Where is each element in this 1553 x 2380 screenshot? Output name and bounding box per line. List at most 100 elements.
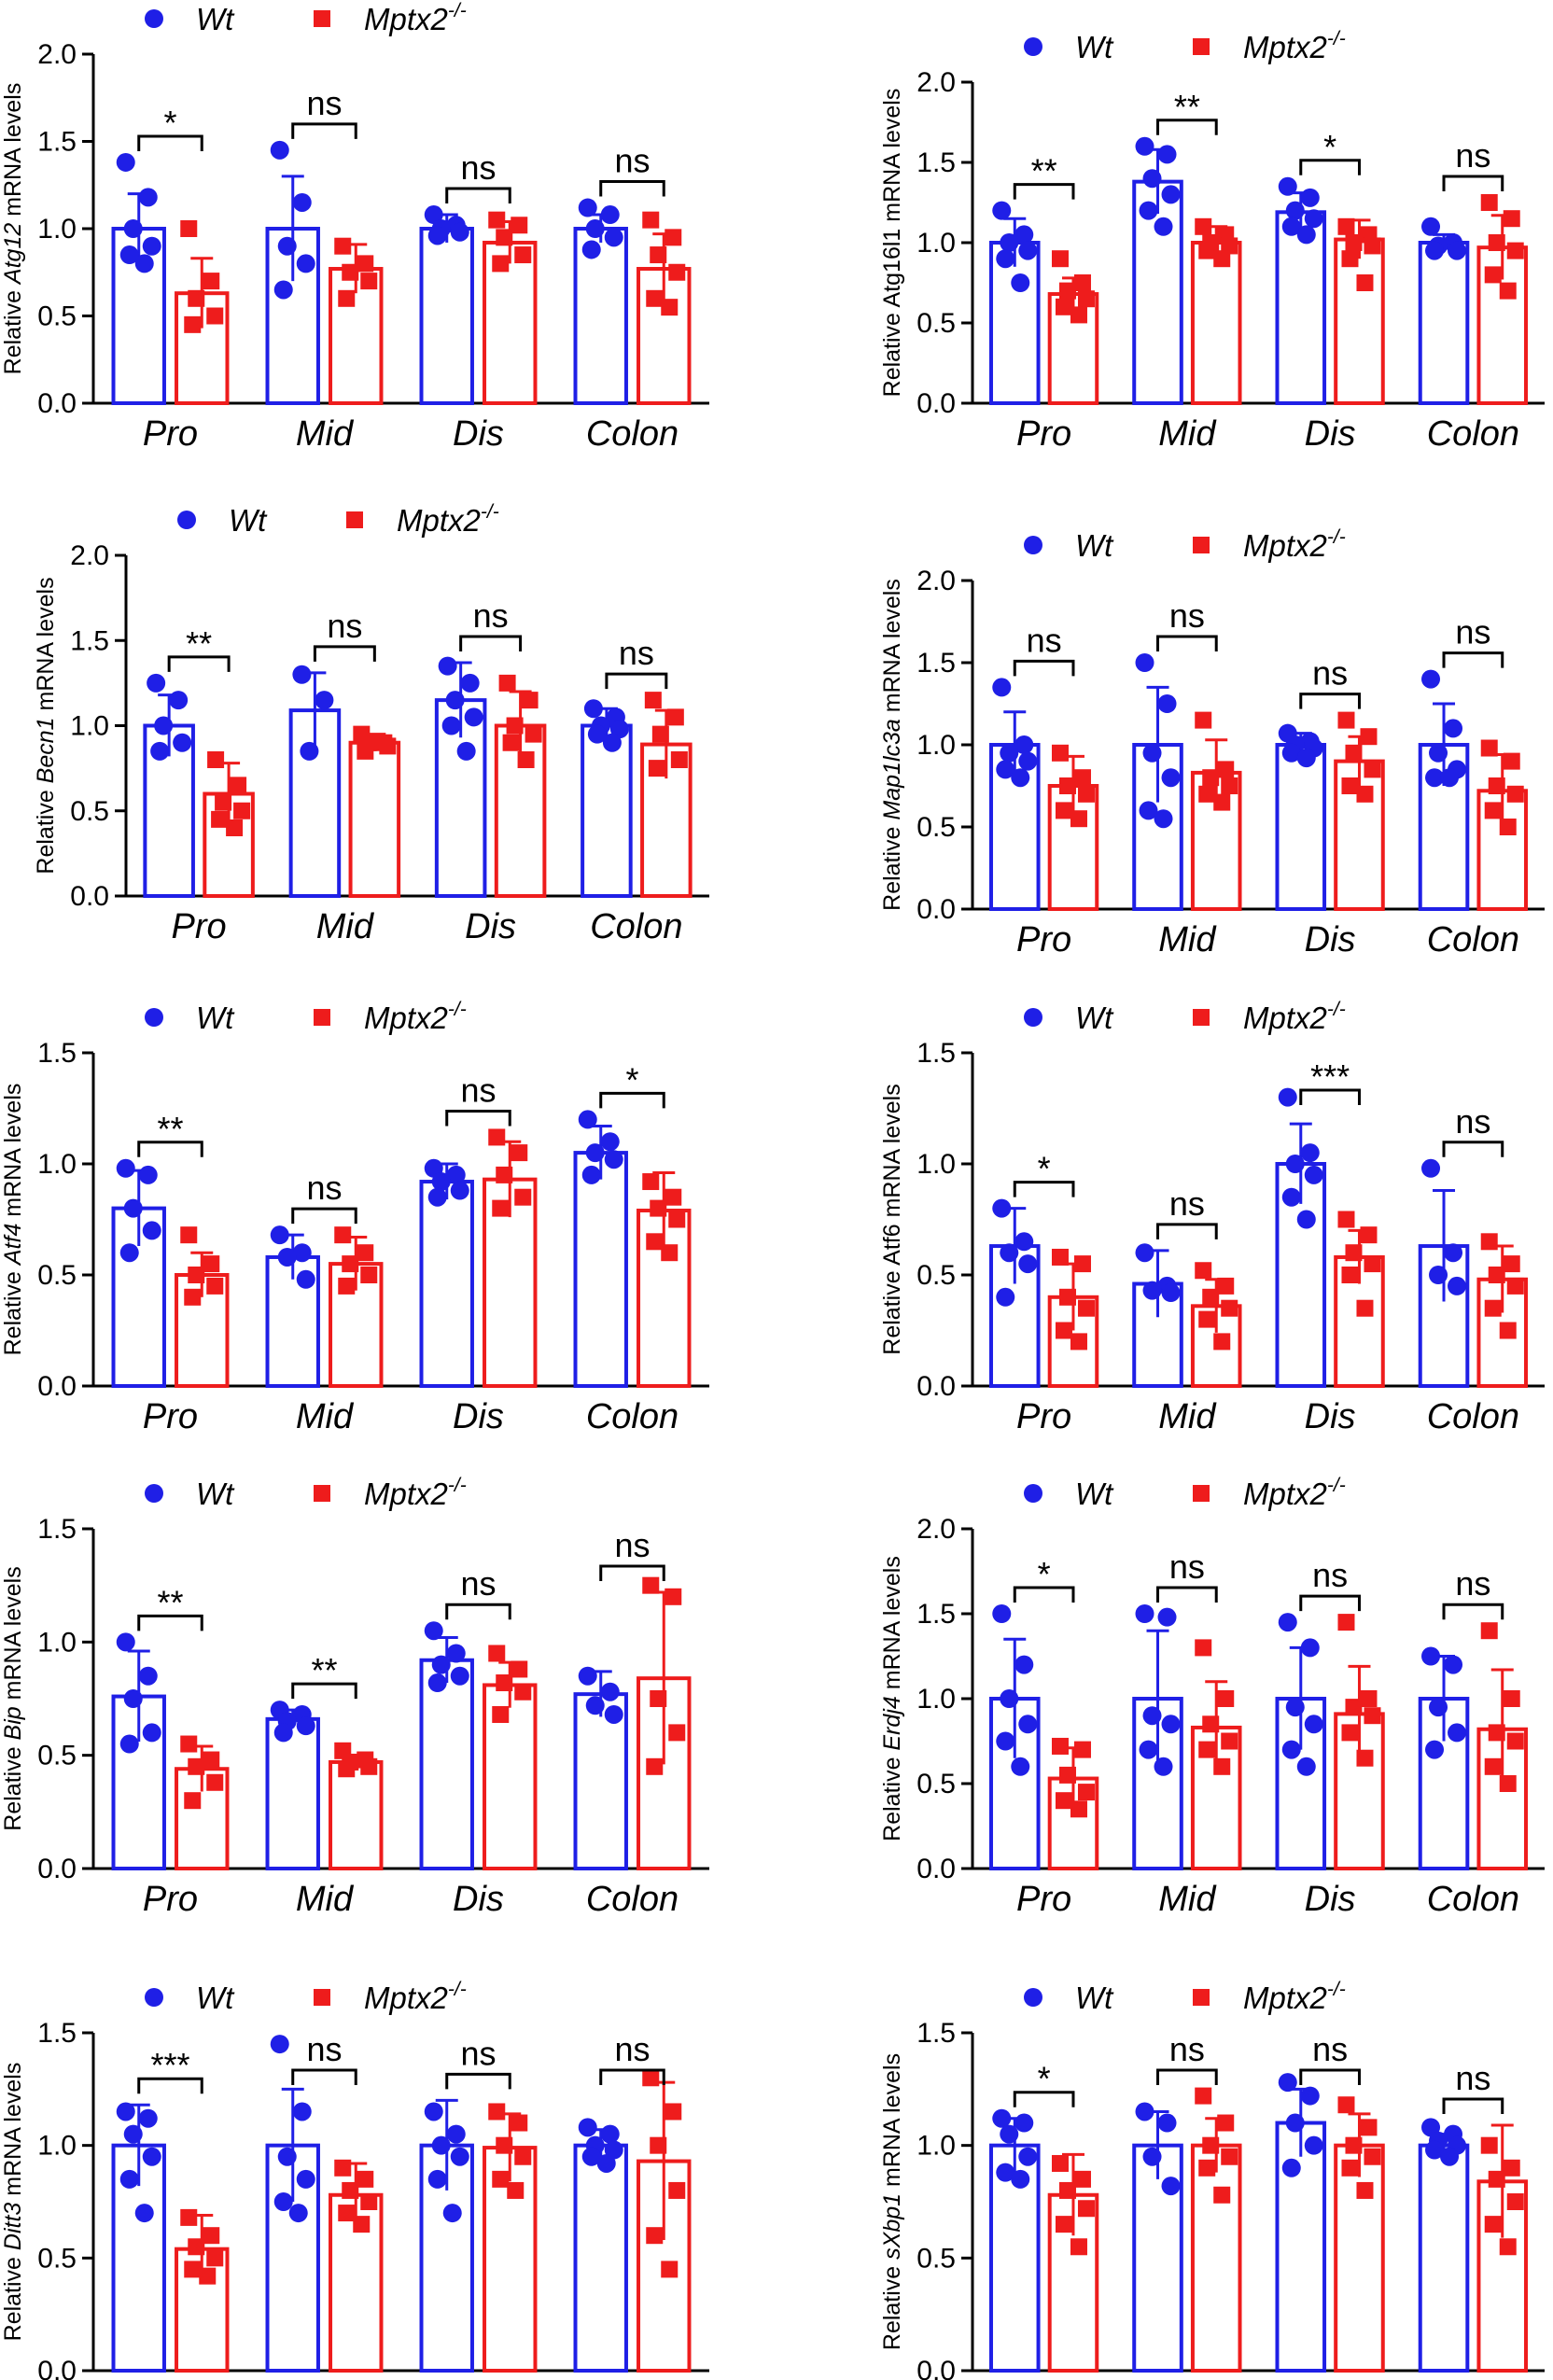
data-point (353, 2216, 371, 2233)
data-point (1073, 1255, 1091, 1273)
data-point (1161, 185, 1181, 204)
legend-ko-marker (1193, 38, 1210, 55)
data-point (668, 1724, 686, 1742)
data-point (226, 819, 244, 836)
data-point (1142, 743, 1162, 763)
data-point (1296, 749, 1316, 768)
data-point (338, 2205, 356, 2222)
data-point (1070, 1800, 1087, 1818)
data-point (1135, 136, 1154, 156)
data-point (1011, 2169, 1030, 2189)
data-point (123, 219, 143, 238)
data-point (1157, 694, 1177, 713)
x-tick-label: Colon (1427, 1397, 1519, 1436)
data-point (1217, 1277, 1235, 1295)
x-tick-label: Dis (1305, 1397, 1356, 1436)
data-point (138, 188, 158, 207)
y-tick-label: 0.5 (70, 796, 109, 827)
legend-wt-label: Wt (196, 1981, 235, 2015)
data-point (992, 201, 1012, 220)
y-tick-label: 0.0 (37, 2356, 77, 2380)
data-point (334, 237, 352, 255)
significance-bracket (1013, 1586, 1075, 1603)
significance-label: * (1038, 2060, 1051, 2098)
data-point (992, 1198, 1012, 1218)
data-point (1506, 2193, 1524, 2210)
chart-panel-8: 0.0 0.5 1.0 1.5 2.0 Relative Erdj4 mRNA level… (879, 1475, 1545, 1919)
data-point (1356, 1749, 1374, 1767)
data-point (1278, 2073, 1297, 2093)
data-point (1425, 2140, 1445, 2160)
data-point (1058, 1766, 1076, 1784)
data-point (1011, 1757, 1030, 1776)
data-point (1058, 2181, 1076, 2199)
data-point (1198, 242, 1216, 259)
data-point (1014, 1232, 1034, 1252)
data-point (1011, 768, 1030, 788)
legend-wt-marker (1024, 536, 1042, 554)
data-point (357, 2170, 374, 2188)
significance-label: *** (150, 2046, 189, 2084)
data-point (184, 1792, 202, 1810)
data-point (596, 2153, 616, 2173)
data-point (431, 2135, 451, 2155)
data-point (1444, 719, 1463, 738)
data-point (1135, 1243, 1154, 1263)
data-point (492, 1199, 510, 1217)
data-point (600, 1132, 620, 1152)
y-tick-label: 1.0 (916, 1684, 956, 1715)
y-tick-label: 1.5 (37, 1514, 77, 1545)
data-point (1356, 2181, 1374, 2199)
bar-ko-dis (483, 1683, 538, 1870)
significance-label: ns (1455, 1102, 1490, 1141)
data-point (1135, 2102, 1154, 2121)
y-tick-label: 1.5 (37, 2018, 77, 2049)
y-tick-label: 1.5 (916, 1599, 956, 1630)
bar-wt-colon (573, 2143, 628, 2373)
data-point (583, 699, 603, 719)
data-point (1161, 2177, 1181, 2196)
data-point (338, 289, 356, 307)
data-point (521, 692, 539, 709)
y-tick-label: 1.0 (916, 2131, 956, 2162)
data-point (1000, 1243, 1019, 1263)
data-point (169, 691, 189, 710)
data-point (1221, 1732, 1238, 1750)
data-point (173, 733, 192, 752)
data-point (1499, 1775, 1517, 1792)
legend-ko-marker (314, 1485, 330, 1502)
data-point (1221, 777, 1238, 794)
significance-bracket (291, 1682, 357, 1700)
data-point (431, 1172, 451, 1192)
bar-wt-dis (1275, 743, 1327, 911)
y-tick-label: 1.0 (916, 730, 956, 761)
significance-bracket (1299, 159, 1361, 175)
data-point (1285, 1155, 1305, 1173)
legend-ko-label: Mptx2-/- (364, 1475, 467, 1511)
y-tick-label: 0.0 (916, 1854, 956, 1884)
data-point (665, 2103, 682, 2121)
significance-bracket (1442, 651, 1504, 668)
significance-label: ns (1312, 2030, 1348, 2068)
data-point (1154, 809, 1173, 829)
data-point (996, 1287, 1015, 1307)
legend-wt-label: Wt (1075, 1477, 1114, 1511)
data-point (1077, 785, 1095, 803)
data-point (1341, 777, 1359, 794)
data-point (1488, 234, 1505, 251)
chart-panel-10: 0.0 0.5 1.0 1.5 Relative sXbp1 mRNA levels Wt… (879, 1979, 1545, 2380)
data-point (511, 1144, 528, 1162)
y-tick-label: 0.0 (916, 894, 956, 925)
y-tick-label: 0.0 (37, 1371, 77, 1402)
legend-wt-marker (177, 511, 196, 529)
legend-wt-marker (1024, 1008, 1042, 1027)
x-tick-label: Dis (465, 907, 516, 946)
data-point (206, 1277, 224, 1295)
legend-wt-label: Wt (1075, 1981, 1114, 2015)
data-point (1506, 1277, 1524, 1295)
significance-bracket (167, 655, 231, 672)
legend-ko-label: Mptx2-/- (1243, 28, 1346, 64)
data-point (142, 2147, 161, 2166)
data-point (1480, 1622, 1498, 1640)
y-tick-label: 1.0 (37, 2131, 77, 2162)
